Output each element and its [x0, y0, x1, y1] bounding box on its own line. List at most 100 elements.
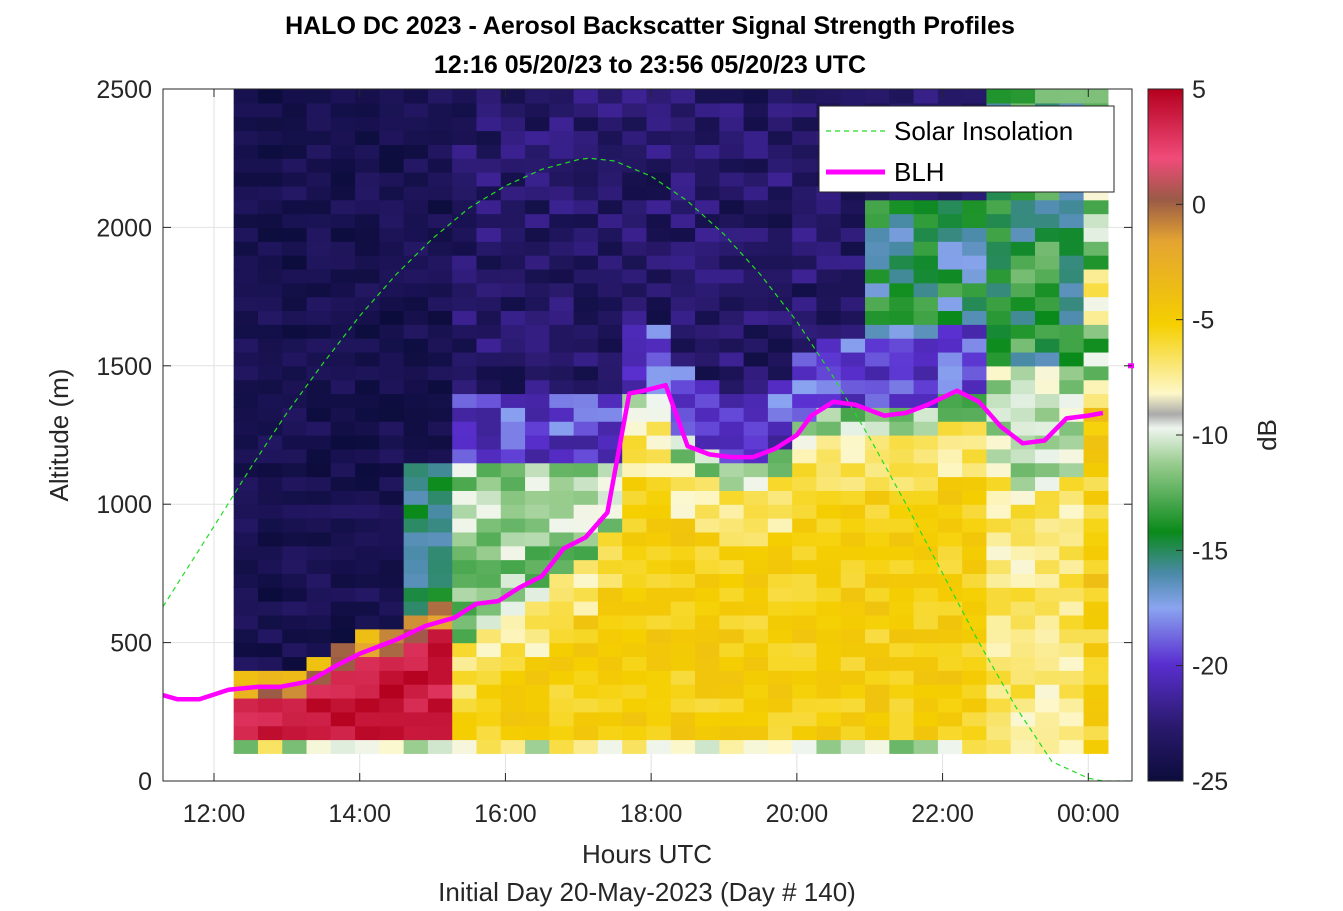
heatmap-cell [379, 130, 405, 145]
heatmap-cell [1010, 379, 1036, 395]
heatmap-cell [913, 310, 939, 325]
heatmap-cell [549, 711, 575, 727]
heatmap-cell [330, 573, 356, 588]
heatmap-cell [597, 268, 623, 284]
heatmap-cell [889, 213, 915, 228]
heatmap-cell [792, 102, 818, 118]
heatmap-cell [840, 684, 866, 699]
heatmap-cell [476, 614, 502, 630]
heatmap-cell [476, 255, 502, 270]
heatmap-cell [379, 573, 405, 588]
heatmap-cell [1035, 351, 1060, 367]
heatmap-cell [500, 324, 526, 339]
heatmap-cell [986, 213, 1012, 228]
heatmap-cell [452, 407, 478, 422]
heatmap-cell [1083, 462, 1109, 478]
heatmap-cell [476, 351, 502, 367]
heatmap-cell [1010, 213, 1036, 228]
heatmap-cell [355, 310, 380, 325]
heatmap-cell [792, 545, 818, 561]
heatmap-cell [889, 739, 915, 754]
heatmap-cell [695, 587, 720, 602]
heatmap-cell [525, 490, 550, 505]
heatmap-cell [525, 684, 550, 699]
heatmap-cell [1059, 725, 1085, 741]
heatmap-cell [646, 310, 672, 325]
heatmap-cell [597, 282, 623, 298]
heatmap-cell [792, 338, 818, 353]
heatmap-cell [233, 227, 259, 242]
heatmap-cell [986, 725, 1012, 741]
heatmap-cell [379, 365, 405, 381]
heatmap-cell [233, 628, 259, 644]
heatmap-cell [549, 158, 575, 173]
heatmap-cell [889, 448, 915, 464]
heatmap-cell [452, 324, 478, 339]
heatmap-cell [937, 725, 963, 741]
heatmap-cell [962, 504, 988, 519]
heatmap-cell [1035, 448, 1060, 464]
heatmap-cell [1010, 476, 1036, 491]
heatmap-cell [767, 504, 793, 519]
heatmap-cell [913, 241, 939, 256]
heatmap-cell [330, 711, 356, 727]
heatmap-cell [452, 255, 478, 270]
heatmap-cell [719, 172, 745, 187]
heatmap-cell [233, 89, 259, 104]
heatmap-cell [840, 670, 866, 685]
heatmap-cell [767, 448, 793, 464]
heatmap-cell [816, 296, 842, 312]
heatmap-cell [597, 144, 623, 159]
heatmap-cell [865, 351, 890, 367]
heatmap-cell [1035, 296, 1060, 312]
heatmap-cell [1083, 241, 1109, 256]
heatmap-cell [500, 656, 526, 671]
heatmap-cell [500, 365, 526, 381]
heatmap-cell [646, 365, 672, 381]
heatmap-cell [306, 725, 332, 741]
x-tick-label: 22:00 [911, 800, 974, 828]
heatmap-cell [403, 725, 429, 741]
heatmap-cell [840, 711, 866, 727]
heatmap-cell [695, 518, 720, 533]
heatmap-cell [865, 725, 890, 741]
heatmap-cell [597, 241, 623, 256]
heatmap-cell [573, 490, 599, 505]
heatmap-cell [889, 338, 915, 353]
heatmap-cell [355, 255, 380, 270]
heatmap-cell [427, 158, 453, 173]
heatmap-cell [865, 545, 890, 561]
heatmap-cell [767, 697, 793, 713]
heatmap-cell [792, 351, 818, 367]
heatmap-cell [282, 504, 308, 519]
heatmap-cell [1059, 448, 1085, 464]
heatmap-cell [695, 130, 720, 145]
heatmap-cell [792, 559, 818, 574]
heatmap-cell [840, 614, 866, 630]
heatmap-cell [743, 213, 769, 228]
heatmap-cell [233, 601, 259, 616]
heatmap-cell [355, 89, 380, 104]
heatmap-cell [355, 435, 380, 450]
heatmap-cell [889, 725, 915, 741]
heatmap-cell [913, 573, 939, 588]
heatmap-cell [573, 172, 599, 187]
heatmap-cell [573, 310, 599, 325]
colorbar-tick-label: 5 [1192, 76, 1206, 104]
heatmap-cell [937, 711, 963, 727]
heatmap-cell [986, 614, 1012, 630]
heatmap-cell [403, 282, 429, 298]
heatmap-cell [840, 559, 866, 574]
heatmap-cell [330, 545, 356, 561]
heatmap-cell [549, 601, 575, 616]
heatmap-cell [306, 296, 332, 312]
heatmap-cell [306, 102, 332, 118]
heatmap-cell [427, 338, 453, 353]
heatmap-cell [1083, 448, 1109, 464]
heatmap-cell [889, 296, 915, 312]
heatmap-cell [573, 282, 599, 298]
heatmap-cell [379, 697, 405, 713]
heatmap-cell [1083, 227, 1109, 242]
heatmap-cell [403, 393, 429, 408]
chart-subtitle: 12:16 05/20/23 to 23:56 05/20/23 UTC [434, 51, 866, 79]
